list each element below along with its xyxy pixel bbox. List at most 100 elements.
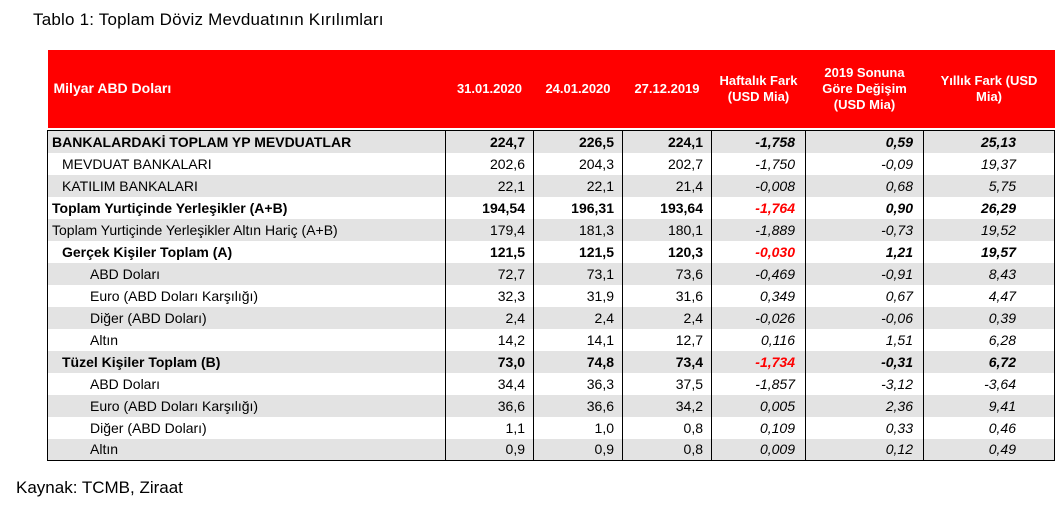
header-date-2: 24.01.2020 — [533, 50, 623, 128]
table-row: BANKALARDAKİ TOPLAM YP MEVDUATLAR 224,7 22… — [47, 130, 1055, 153]
table-row: KATILIM BANKALARI 22,1 22,1 21,4 -0,008 0,68 5… — [47, 174, 1055, 197]
cell-value: -0,73 — [805, 218, 924, 241]
table-row: Gerçek Kişiler Toplam (A) 121,5 121,5 120,3… — [47, 240, 1055, 263]
cell-value: 2,4 — [622, 306, 712, 329]
deposit-breakdown-table-container: Milyar ABD Doları 31.01.2020 24.01.2020 … — [47, 50, 1055, 461]
cell-value: 74,8 — [533, 350, 623, 373]
row-label: KATILIM BANKALARI — [47, 174, 446, 197]
cell-value: 1,1 — [445, 416, 534, 439]
cell-value: 181,3 — [533, 218, 623, 241]
row-label: Altın — [47, 438, 446, 461]
cell-value: 2,4 — [533, 306, 623, 329]
row-label: Euro (ABD Doları Karşılığı) — [47, 394, 446, 417]
cell-value: 194,54 — [445, 196, 534, 219]
cell-value: 31,6 — [622, 284, 712, 307]
cell-value: 8,43 — [923, 262, 1055, 285]
cell-value: 0,116 — [711, 328, 806, 351]
cell-value: -0,09 — [805, 152, 924, 175]
cell-value: 14,1 — [533, 328, 623, 351]
row-label: ABD Doları — [47, 262, 446, 285]
row-label: Diğer (ABD Doları) — [47, 306, 446, 329]
cell-value: -0,91 — [805, 262, 924, 285]
cell-value: 224,7 — [445, 130, 534, 153]
cell-value: 121,5 — [445, 240, 534, 263]
cell-value: 0,009 — [711, 438, 806, 461]
row-label: Tüzel Kişiler Toplam (B) — [47, 350, 446, 373]
cell-value: 120,3 — [622, 240, 712, 263]
cell-value: 6,28 — [923, 328, 1055, 351]
header-yearly-change: Yıllık Fark (USD Mia) — [923, 50, 1055, 128]
cell-value: -0,026 — [711, 306, 806, 329]
table-row: ABD Doları 72,7 73,1 73,6 -0,469 -0,91 8,43 — [47, 262, 1055, 285]
table-row: MEVDUAT BANKALARI 202,6 204,3 202,7 -1,750 -0… — [47, 152, 1055, 175]
table-row: Altın 0,9 0,9 0,8 0,009 0,12 0,49 — [47, 438, 1055, 461]
row-label: ABD Doları — [47, 372, 446, 395]
cell-value: 0,59 — [805, 130, 924, 153]
cell-value: -3,12 — [805, 372, 924, 395]
table-row: Diğer (ABD Doları) 1,1 1,0 0,8 0,109 0,33 0,46 — [47, 416, 1055, 439]
cell-value: 0,90 — [805, 196, 924, 219]
cell-value: 19,37 — [923, 152, 1055, 175]
cell-value: -1,750 — [711, 152, 806, 175]
cell-value: -0,06 — [805, 306, 924, 329]
cell-value: 180,1 — [622, 218, 712, 241]
cell-value: -0,008 — [711, 174, 806, 197]
deposit-breakdown-table: Milyar ABD Doları 31.01.2020 24.01.2020 … — [47, 50, 1055, 461]
cell-value: 73,1 — [533, 262, 623, 285]
cell-value: -0,31 — [805, 350, 924, 373]
cell-value: 0,9 — [533, 438, 623, 461]
table-body: BANKALARDAKİ TOPLAM YP MEVDUATLAR 224,7 22… — [47, 128, 1055, 461]
cell-value: 26,29 — [923, 196, 1055, 219]
table-row: ABD Doları 34,4 36,3 37,5 -1,857 -3,12 -3,64 — [47, 372, 1055, 395]
table-row: Diğer (ABD Doları) 2,4 2,4 2,4 -0,026 -0,06 0,… — [47, 306, 1055, 329]
cell-value: 0,9 — [445, 438, 534, 461]
cell-value: 193,64 — [622, 196, 712, 219]
cell-value: 0,005 — [711, 394, 806, 417]
cell-value: 224,1 — [622, 130, 712, 153]
cell-value: -1,764 — [711, 196, 806, 219]
cell-value: 196,31 — [533, 196, 623, 219]
cell-value: 179,4 — [445, 218, 534, 241]
cell-value: -3,64 — [923, 372, 1055, 395]
cell-value: 0,8 — [622, 438, 712, 461]
cell-value: 5,75 — [923, 174, 1055, 197]
cell-value: 6,72 — [923, 350, 1055, 373]
cell-value: 36,6 — [445, 394, 534, 417]
cell-value: 34,2 — [622, 394, 712, 417]
row-label: Altın — [47, 328, 446, 351]
cell-value: 21,4 — [622, 174, 712, 197]
cell-value: 72,7 — [445, 262, 534, 285]
cell-value: 0,39 — [923, 306, 1055, 329]
cell-value: 31,9 — [533, 284, 623, 307]
row-label: BANKALARDAKİ TOPLAM YP MEVDUATLAR — [47, 130, 446, 153]
source-note: Kaynak: TCMB, Ziraat — [16, 478, 183, 497]
table-row: Euro (ABD Doları Karşılığı) 36,6 36,6 34,2 0… — [47, 394, 1055, 417]
cell-value: 9,41 — [923, 394, 1055, 417]
cell-value: 121,5 — [533, 240, 623, 263]
cell-value: 37,5 — [622, 372, 712, 395]
cell-value: 73,0 — [445, 350, 534, 373]
cell-value: 0,49 — [923, 438, 1055, 461]
cell-value: 0,46 — [923, 416, 1055, 439]
cell-value: 25,13 — [923, 130, 1055, 153]
cell-value: 12,7 — [622, 328, 712, 351]
cell-value: -1,734 — [711, 350, 806, 373]
header-weekly-change: Haftalık Fark (USD Mia) — [711, 50, 806, 128]
cell-value: 1,0 — [533, 416, 623, 439]
cell-value: 2,4 — [445, 306, 534, 329]
header-date-3: 27.12.2019 — [622, 50, 712, 128]
cell-value: 1,21 — [805, 240, 924, 263]
cell-value: 0,68 — [805, 174, 924, 197]
cell-value: 22,1 — [445, 174, 534, 197]
table-header: Milyar ABD Doları 31.01.2020 24.01.2020 … — [47, 50, 1055, 128]
cell-value: -0,469 — [711, 262, 806, 285]
cell-value: 22,1 — [533, 174, 623, 197]
table-row: Toplam Yurtiçinde Yerleşikler (A+B) 194,5… — [47, 196, 1055, 219]
header-label-column: Milyar ABD Doları — [47, 50, 446, 128]
table-caption: Tablo 1: Toplam Döviz Mevduatının Kırılı… — [33, 10, 384, 29]
cell-value: 0,33 — [805, 416, 924, 439]
cell-value: 36,6 — [533, 394, 623, 417]
cell-value: 14,2 — [445, 328, 534, 351]
cell-value: 1,51 — [805, 328, 924, 351]
row-label: Toplam Yurtiçinde Yerleşikler (A+B) — [47, 196, 446, 219]
